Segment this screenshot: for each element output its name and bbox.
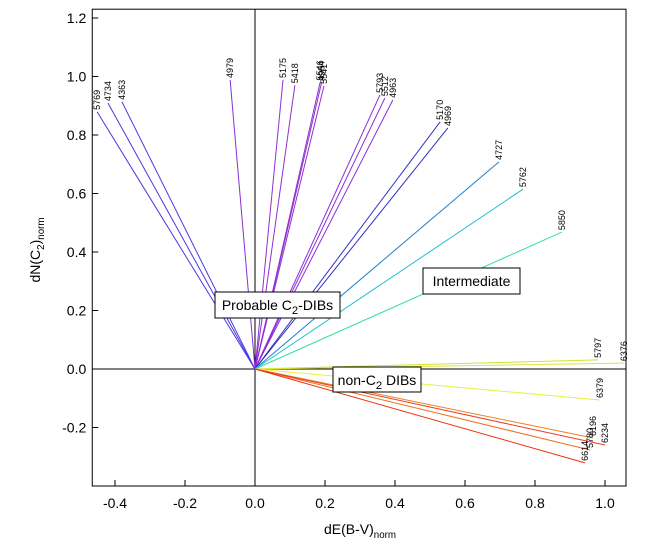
annotation: non-C2 DIBs [338,372,417,392]
x-axis-label-part: dE(B-V) [324,521,374,537]
annotation-part: -DIBs [298,297,333,313]
vector [254,85,325,370]
vector [254,85,296,370]
y-tick-label: 0.2 [67,302,87,318]
annotation-part: DIBs [382,372,416,388]
annotation-part: Intermediate [433,273,511,289]
y-tick-label: 0.4 [67,244,87,260]
vector-label: 6379 [595,378,605,398]
vector-label: 6376 [619,341,629,361]
vector-label: 5541 [319,64,329,84]
vector-label: 5780 [585,428,595,448]
y-axis-label: dN(C2)norm [27,218,47,283]
vector-label: 5418 [290,63,300,83]
y-tick-label: 1.0 [67,68,87,84]
y-axis-label-part: ) [27,240,43,245]
annotation: Probable C2-DIBs [222,297,333,317]
annotation-part: Probable C [222,297,292,313]
y-tick-label: 0.0 [67,361,87,377]
vector [254,97,386,370]
vector [121,101,256,370]
vector-label: 6196 [588,416,598,436]
y-tick-label: 1.2 [67,10,87,26]
vector-label: 5769 [92,90,102,110]
vector [254,368,594,439]
vector-label: 4963 [388,78,398,98]
vector-label: 4734 [103,81,113,101]
vector-label: 5546 [315,60,325,80]
vector-label: 6614 [580,441,590,461]
vector [254,121,441,370]
vector-label: 5175 [278,58,288,78]
annotation-box [332,366,422,393]
x-tick-label: 0.6 [455,495,475,511]
vector [254,94,381,370]
vector-label: 4979 [225,58,235,78]
vector [254,368,586,464]
vector-label: 5850 [557,210,567,230]
vector-label: 4969 [443,106,453,126]
y-axis-label-part: norm [36,218,47,240]
vector-label: 5762 [518,167,528,187]
vector-label: 5170 [435,100,445,120]
y-tick-label: 0.8 [67,127,87,143]
x-tick-label: 0.0 [245,495,265,511]
vector [254,161,500,370]
annotation-box [422,267,521,295]
vector [254,368,591,451]
vector [254,79,284,370]
vector-label: 4984 [317,61,327,81]
vector-label: 4727 [494,140,504,160]
vector [96,111,256,370]
annotation-part: 2 [292,305,298,317]
vector-label: 6234 [600,423,610,443]
x-tick-label: 1.0 [595,495,615,511]
vector [254,188,524,370]
annotation: Intermediate [433,273,511,289]
vector [254,127,449,370]
y-axis-label-part: 2 [36,244,47,249]
vector-label: 5793 [375,73,385,93]
x-axis-label-part: norm [374,530,396,541]
annotation-box [214,291,341,319]
vector [254,231,563,370]
annotation-part: 2 [376,380,382,392]
plot-frame [91,8,627,487]
vector-label: 5797 [593,338,603,358]
vector-label: 4363 [117,80,127,100]
vector [254,99,394,370]
x-tick-label: 0.8 [525,495,545,511]
vector [107,102,256,370]
vector [254,82,322,370]
x-tick-label: 0.4 [385,495,405,511]
vector [254,359,599,370]
vector-label: 5512 [380,76,390,96]
annotation-part: non-C [338,372,376,388]
y-axis-label-part: dN(C [27,250,43,283]
y-tick-label: -0.2 [62,419,86,435]
x-tick-label: -0.4 [103,495,127,511]
x-tick-label: -0.2 [173,495,197,511]
vector [254,368,601,401]
y-tick-label: 0.6 [67,185,87,201]
x-tick-label: 0.2 [315,495,335,511]
x-axis-label: dE(B-V)norm [324,521,396,541]
vector [254,362,624,370]
vector [254,368,606,446]
vector [229,79,256,370]
